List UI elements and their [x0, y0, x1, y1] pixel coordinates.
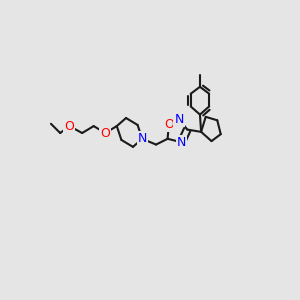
Text: N: N — [137, 132, 147, 145]
Text: N: N — [177, 136, 186, 149]
Text: O: O — [64, 120, 74, 133]
Text: O: O — [100, 127, 110, 140]
Text: N: N — [175, 113, 184, 126]
Text: O: O — [164, 118, 174, 131]
